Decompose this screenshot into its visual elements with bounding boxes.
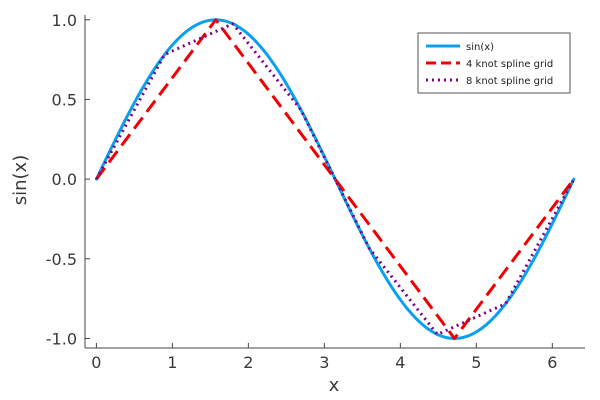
- series-line: [95, 22, 576, 336]
- ticks: 0 1 2 3 4 5 6 -1.0 -0.5 0.0 0.5 1.0: [46, 11, 558, 372]
- series-line: [95, 18, 576, 340]
- x-tick-label: 0: [91, 353, 101, 372]
- legend-label: sin(x): [466, 42, 494, 53]
- x-tick-label: 2: [243, 353, 253, 372]
- x-axis-label: x: [329, 375, 340, 396]
- x-tick-label: 4: [395, 353, 405, 372]
- legend-label: 4 knot spline grid: [466, 59, 553, 70]
- x-tick-label: 5: [471, 353, 481, 372]
- legend-label: 8 knot spline grid: [466, 76, 553, 87]
- y-tick-label: 0.5: [52, 90, 77, 109]
- x-tick-label: 1: [167, 353, 177, 372]
- y-tick-label: 1.0: [52, 11, 77, 30]
- y-tick-label: -1.0: [46, 329, 77, 348]
- y-tick-label: 0.0: [52, 170, 77, 189]
- y-axis-label: sin(x): [10, 155, 31, 205]
- x-tick-label: 3: [319, 353, 329, 372]
- legend: sin(x) 4 knot spline grid 8 knot spline gr…: [417, 32, 571, 94]
- plot-lines: [94, 18, 576, 340]
- x-tick-label: 6: [547, 353, 557, 372]
- y-tick-label: -0.5: [46, 250, 77, 269]
- axes: [84, 15, 585, 349]
